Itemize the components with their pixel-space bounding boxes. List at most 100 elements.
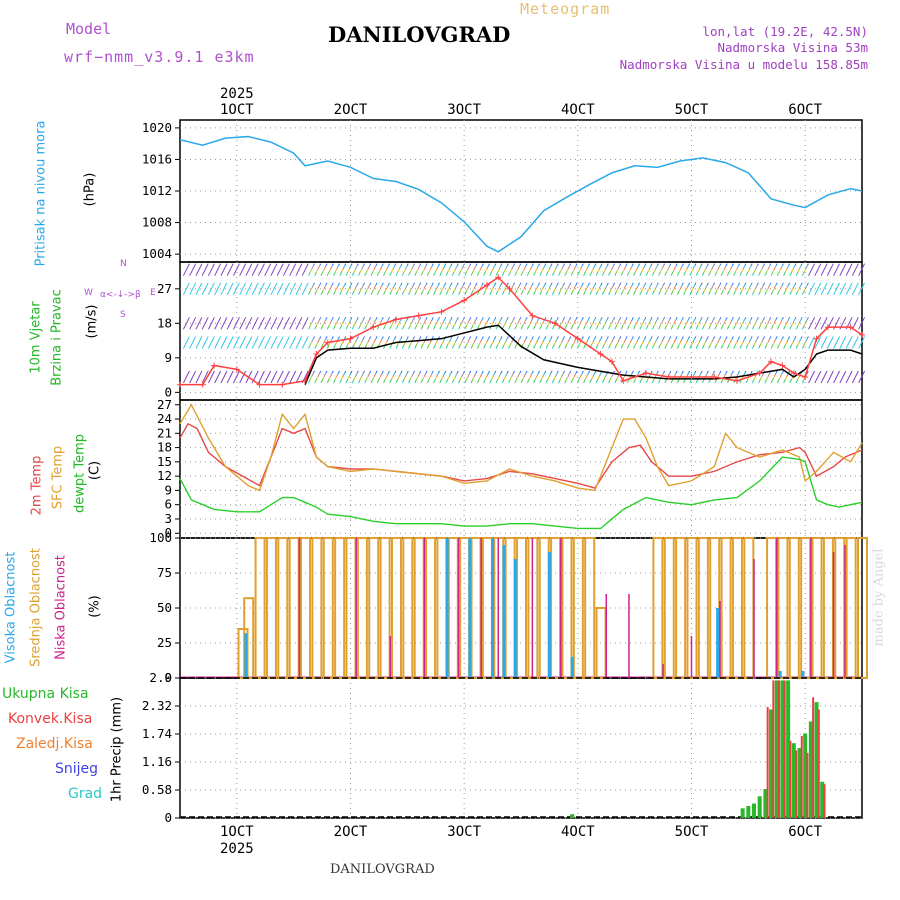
wind-barb [620,263,628,276]
wind-barb [526,317,534,330]
wind-barb [595,282,603,296]
wind-barb [564,263,572,276]
precip-convective-bar [783,680,786,818]
wind-barb [783,336,791,349]
wind-barb [458,317,465,330]
wind-barb [808,317,816,330]
temperature-ytick-label: 21 [157,425,172,440]
precip-convective-bar [778,680,781,818]
precip-legend-konvek: Konvek.Kisa [8,711,93,727]
wind-barb [851,282,859,296]
wind-barb [514,317,522,330]
wind-barb [476,317,484,330]
bottom-axis-tick-label: 3OCT [447,824,481,840]
wind-barb [695,317,703,330]
precipitation-ytick-label: 1.74 [142,726,172,741]
wind-barb [451,370,459,384]
precipitation-ytick-label: 0.58 [142,782,172,797]
precip-legend-ukupna: Ukupna Kisa [2,686,89,702]
wind-barb [182,336,190,349]
wind-barb [339,263,347,276]
wind-barb [489,317,497,330]
wind-barb [501,263,509,276]
wind-barb [726,263,734,276]
wind-barb [320,336,328,349]
wind-barb [783,263,791,276]
wind-barb [539,282,547,296]
wind-barb [851,263,859,276]
wind-barb [389,282,397,296]
wind-barb [545,317,553,330]
cloud-mid-bar [254,537,266,679]
wind-barb [551,263,559,276]
wind-barb [826,336,834,349]
wind-barb [307,282,315,296]
wind-barb [320,370,328,384]
wind-barb [414,336,422,349]
wind-barb [333,370,340,384]
wind-barb [264,317,272,330]
wind-barb [401,317,409,330]
cloud-high-bar [513,559,517,678]
wind-barb [395,282,403,296]
wind-barb [614,263,622,276]
wind-barb [651,263,659,276]
wind-barb [595,263,603,276]
wind-barb [383,282,390,296]
cloud-cover-ytick-label: 50 [157,600,172,615]
wind-barb [720,370,728,384]
wind-barb [470,263,478,276]
wind-barb [533,282,540,296]
wind-barb [645,336,653,349]
wind-barb [533,336,540,349]
wind-barb [745,317,753,330]
cloud-high-bar [716,608,720,678]
wind-barb [214,317,222,330]
cloud-mid-bar [516,537,527,679]
precipitation-ytick-label: 2.32 [142,698,172,713]
wind-barb [739,336,747,349]
wind-barb [589,370,597,384]
sea-level-pressure-ytick-label: 1008 [142,215,172,230]
wind-barb [858,263,866,276]
wind-barb [289,336,297,349]
precip-legend-snijeg: Snijeg [55,761,99,777]
wind-barb [664,282,672,296]
wind-barb [670,336,678,349]
wind-barb [214,282,222,296]
wind-barb [370,336,378,349]
wind-barb [589,263,597,276]
wind-barb [689,336,697,349]
wind-barb [470,282,478,296]
wind-barb [201,336,209,349]
wind-barb [770,370,778,384]
wind-barb [770,317,778,330]
wind-barb [595,370,603,384]
wind-speed-ytick-label: 27 [157,281,172,296]
wind-barb [426,282,434,296]
wind-barb [620,317,628,330]
wind-barb [445,336,453,349]
wind-barb [345,263,353,276]
wind-barb [289,263,297,276]
wind-barb [389,370,397,384]
wind-barb [182,282,190,296]
wind-barb [207,282,215,296]
wind-barb [551,282,559,296]
wind-barb [364,263,372,276]
wind-barb [533,317,540,330]
precip-total-bar [803,733,808,818]
wind-barb [364,317,372,330]
wind-barb [658,370,665,384]
bottom-axis-tick-label: 2OCT [334,824,368,840]
top-axis-tick-label: 3OCT [447,102,481,118]
bottom-axis-year: 2025 [220,841,254,857]
cloud-mid-bar [470,537,482,679]
wind-barb [420,317,428,330]
model-elevation-info: Nadmorska Visina u modelu 158.85m [619,57,868,72]
wind-barb [214,370,222,384]
wind-barb [820,336,828,349]
wind-barb [751,282,759,296]
wind-barb [645,317,653,330]
cloud-mid-bar [720,537,732,679]
